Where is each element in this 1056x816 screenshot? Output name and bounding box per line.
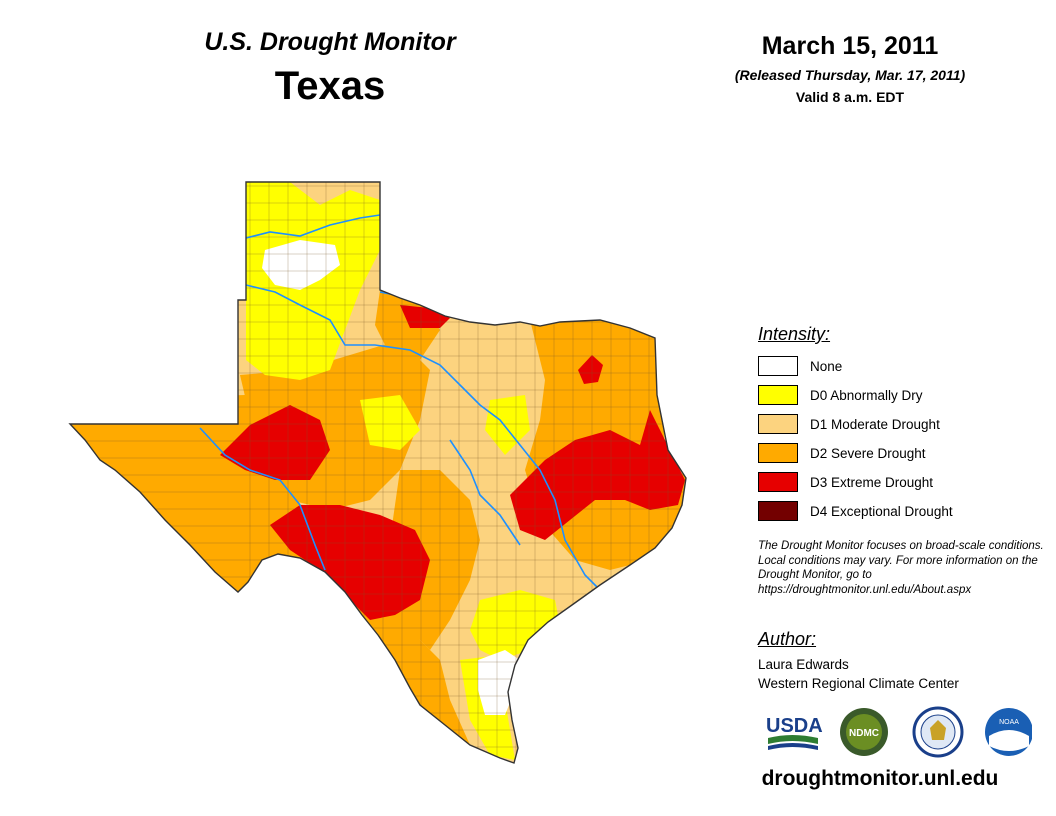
ndmc-logo: NDMC (840, 708, 888, 756)
d0-central-area (360, 395, 420, 450)
legend-label: D4 Exceptional Drought (810, 503, 953, 519)
legend-label: None (810, 358, 843, 374)
legend-swatch (758, 443, 798, 463)
legend-swatch (758, 501, 798, 521)
colorado-river (449, 439, 521, 546)
texas-drought-map (68, 181, 687, 764)
state-title: Texas (274, 64, 386, 108)
usda-logo: USDA (766, 715, 823, 750)
legend-swatch (758, 414, 798, 434)
legend-swatch (758, 472, 798, 492)
legend-label: D3 Extreme Drought (810, 474, 934, 490)
valid-time: Valid 8 a.m. EDT (795, 89, 905, 105)
noaa-logo-text: NOAA (999, 719, 1019, 726)
noaa-logo: NOAA (985, 708, 1032, 756)
legend-label: D2 Severe Drought (810, 445, 926, 461)
canadian-river (245, 214, 381, 239)
disclaimer-note: The Drought Monitor focuses on broad-sca… (758, 540, 1044, 596)
d0-dfw-area (485, 395, 530, 455)
none-south-area (478, 650, 520, 715)
texas-outline (68, 181, 687, 764)
legend-item: None (758, 355, 842, 377)
brazos-trinity-river (245, 284, 601, 591)
map-title: U.S. Drought Monitor (204, 28, 456, 56)
author-name: Laura Edwards (758, 657, 849, 672)
d0-coastal-area (470, 590, 560, 660)
commerce-seal-logo (912, 706, 964, 758)
legend-swatch (758, 356, 798, 376)
legend-swatch (758, 385, 798, 405)
map-date: March 15, 2011 (761, 32, 939, 60)
legend-item: D4 Exceptional Drought (758, 500, 953, 522)
d3-northeast-spot (578, 355, 603, 384)
legend-item: D0 Abnormally Dry (758, 384, 923, 406)
legend-title: Intensity: (758, 324, 831, 344)
legend-label: D0 Abnormally Dry (810, 387, 923, 403)
legend-item: D2 Severe Drought (758, 442, 926, 464)
author-heading: Author: (758, 629, 817, 649)
partner-logos: USDA NDMC NOAA (766, 706, 1032, 758)
release-date: (Released Thursday, Mar. 17, 2011) (734, 67, 966, 83)
author-org: Western Regional Climate Center (758, 676, 959, 691)
pecos-river (199, 427, 326, 571)
legend-item: D1 Moderate Drought (758, 413, 940, 435)
ndmc-logo-text: NDMC (849, 728, 879, 739)
legend-label: D1 Moderate Drought (810, 416, 940, 432)
legend-item: D3 Extreme Drought (758, 471, 933, 493)
website-link[interactable]: droughtmonitor.unl.edu (761, 767, 999, 790)
usda-logo-text: USDA (766, 715, 823, 737)
none-panhandle-area (262, 240, 340, 290)
